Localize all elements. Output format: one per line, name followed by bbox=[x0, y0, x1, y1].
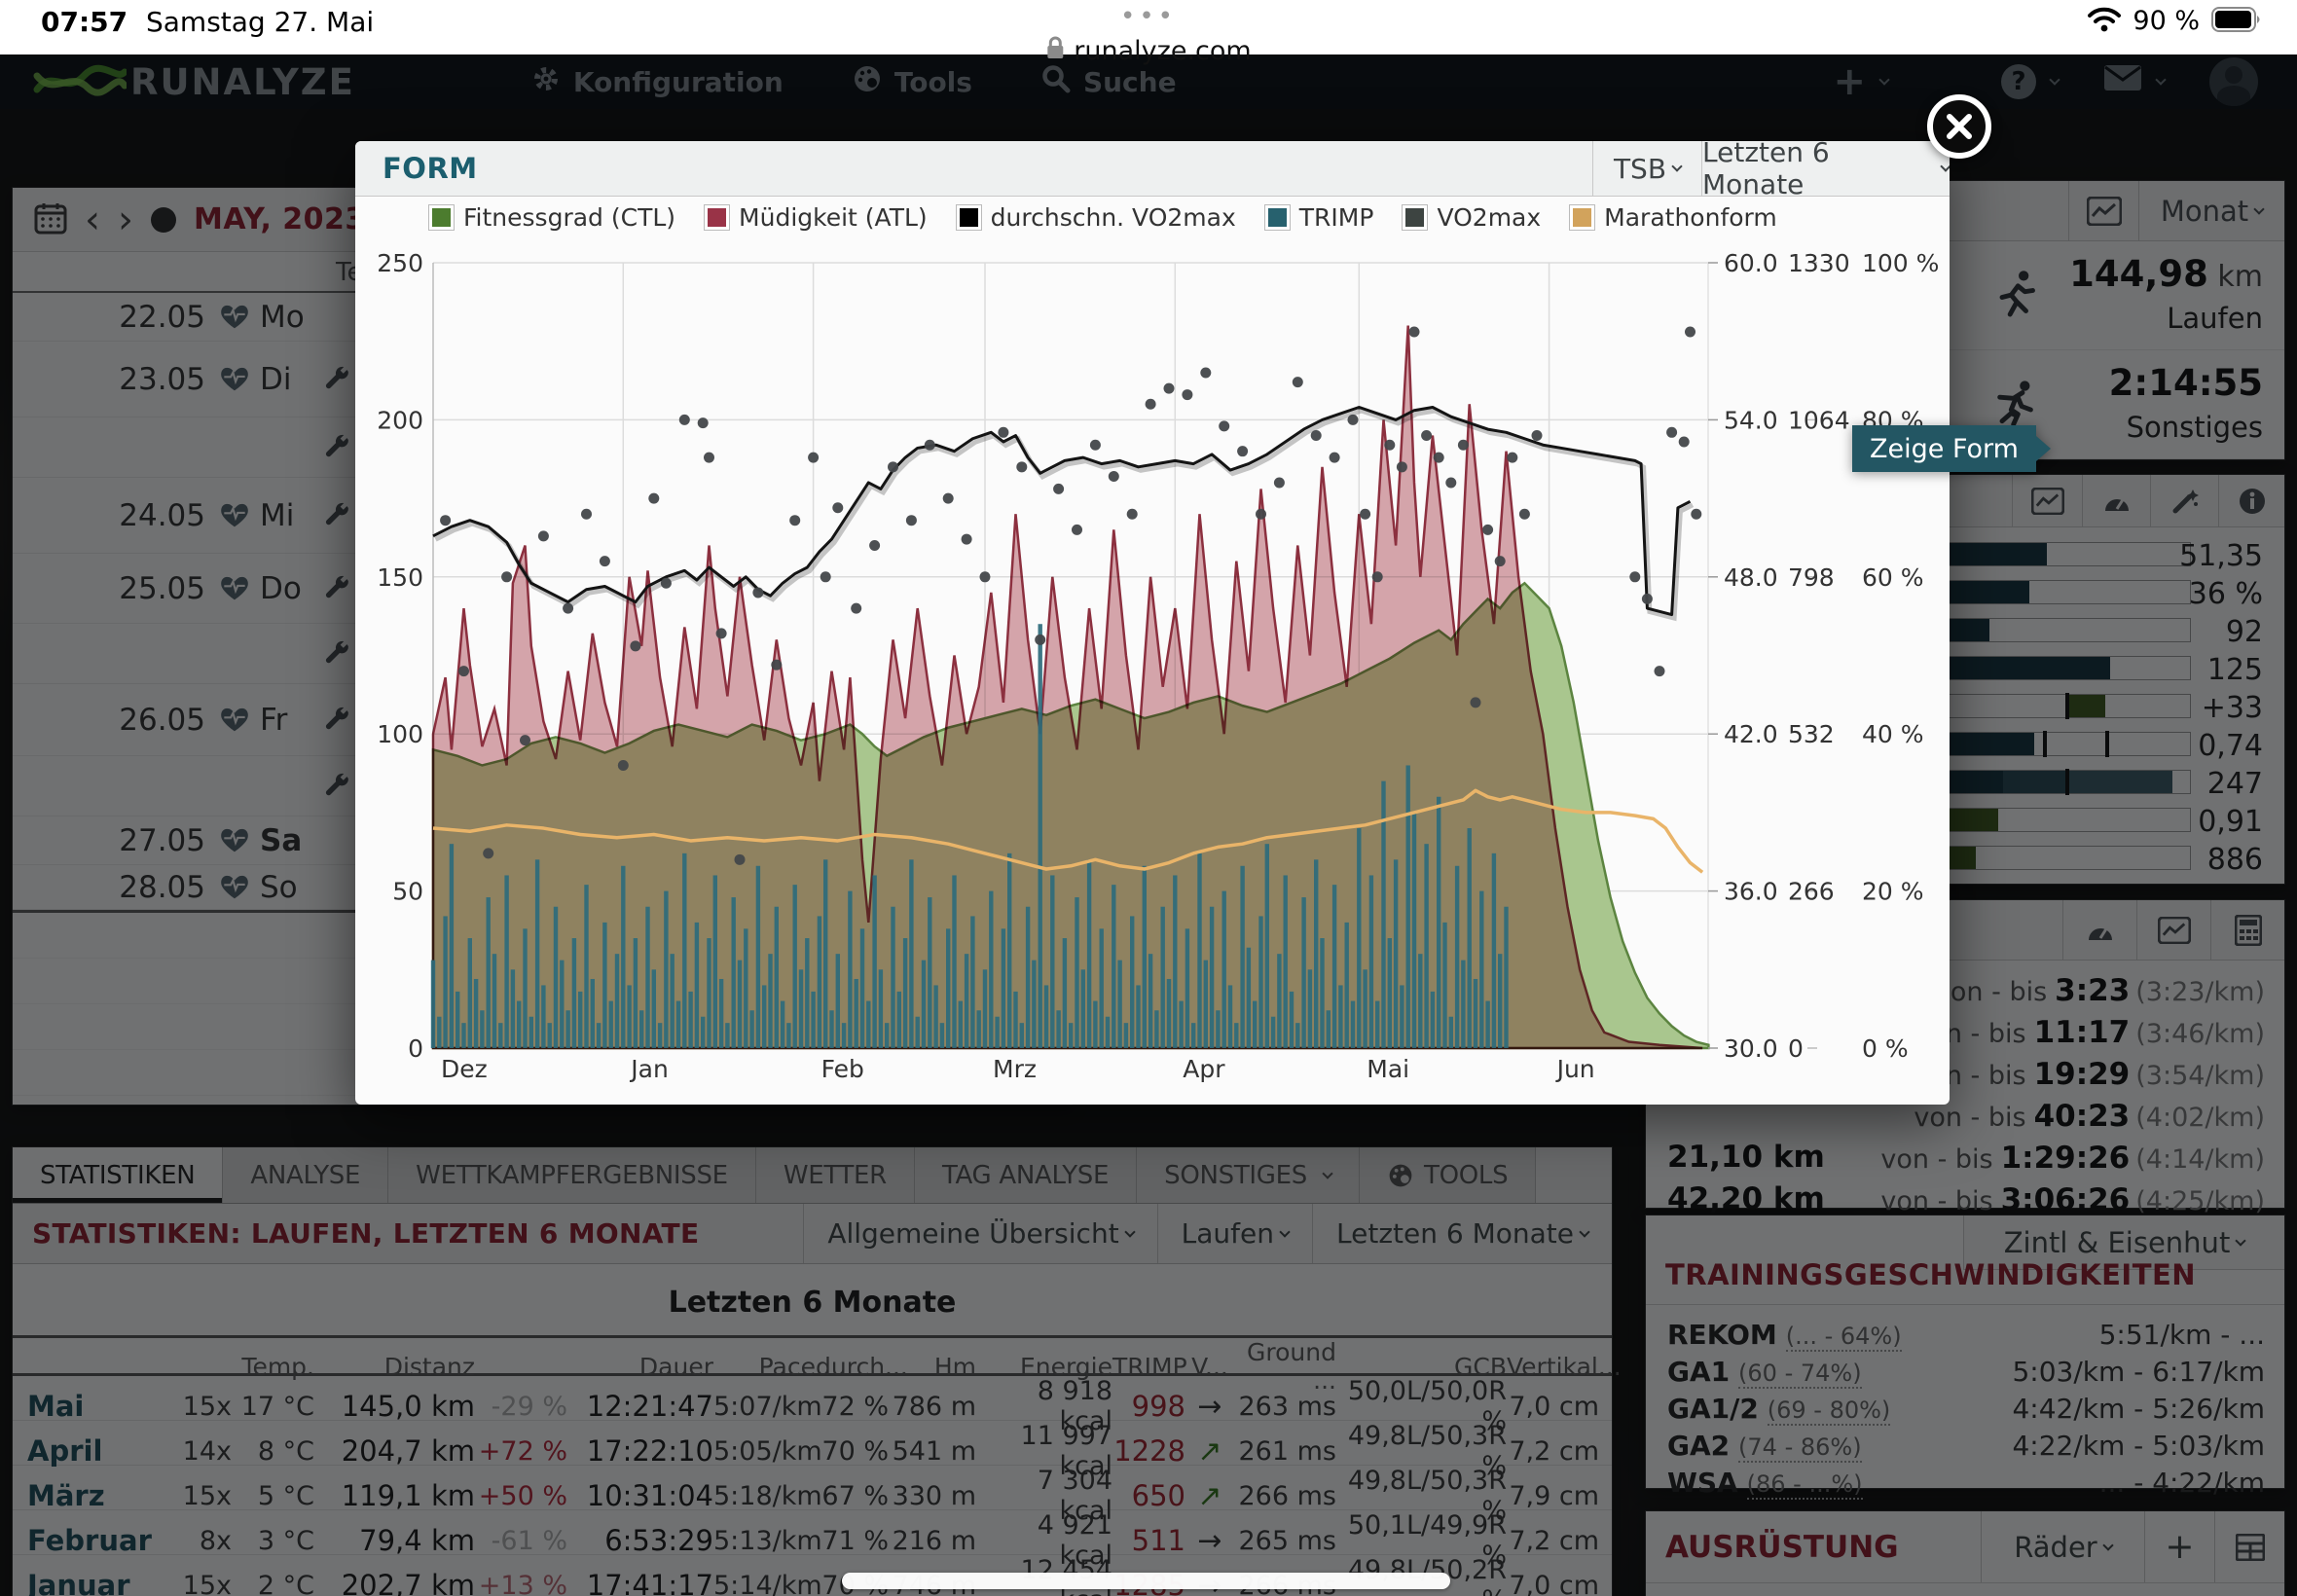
legend-item[interactable]: Müdigkeit (ATL) bbox=[704, 203, 928, 232]
svg-text:48.0: 48.0 bbox=[1724, 563, 1778, 592]
svg-text:Dez: Dez bbox=[441, 1055, 488, 1083]
svg-text:30.0: 30.0 bbox=[1724, 1034, 1778, 1063]
svg-text:250: 250 bbox=[377, 249, 423, 277]
close-icon[interactable] bbox=[1927, 94, 1991, 159]
svg-text:20 %: 20 % bbox=[1862, 878, 1924, 906]
legend-swatch bbox=[428, 204, 455, 231]
legend-item[interactable]: Marathonform bbox=[1569, 203, 1777, 232]
svg-text:1330: 1330 bbox=[1788, 249, 1850, 277]
svg-text:Jun: Jun bbox=[1555, 1055, 1595, 1083]
range-select[interactable]: Letzten 6 Monate bbox=[1701, 141, 1950, 200]
legend-swatch bbox=[1569, 204, 1596, 231]
svg-text:50: 50 bbox=[392, 878, 423, 906]
battery-icon bbox=[2211, 6, 2262, 36]
svg-text:532: 532 bbox=[1788, 720, 1835, 748]
svg-text:200: 200 bbox=[377, 406, 423, 434]
legend-label: Marathonform bbox=[1604, 203, 1777, 232]
legend-label: VO2max bbox=[1437, 203, 1542, 232]
svg-text:150: 150 bbox=[377, 563, 423, 592]
tooltip-label: Zeige Form bbox=[1852, 425, 2036, 472]
legend-label: Müdigkeit (ATL) bbox=[739, 203, 928, 232]
zeige-form-tooltip: Zeige Form bbox=[1852, 425, 2051, 472]
svg-text:60.0: 60.0 bbox=[1724, 249, 1778, 277]
svg-text:40 %: 40 % bbox=[1862, 720, 1924, 748]
tooltip-arrow-icon bbox=[2035, 436, 2051, 461]
svg-text:100 %: 100 % bbox=[1862, 249, 1939, 277]
legend-swatch bbox=[1402, 204, 1429, 231]
svg-text:Mai: Mai bbox=[1367, 1055, 1409, 1083]
svg-text:798: 798 bbox=[1788, 563, 1835, 592]
svg-text:54.0: 54.0 bbox=[1724, 406, 1778, 434]
svg-text:Feb: Feb bbox=[821, 1055, 864, 1083]
legend-label: TRIMP bbox=[1298, 203, 1374, 232]
metric-select-tsb[interactable]: TSB bbox=[1592, 141, 1701, 196]
svg-text:266: 266 bbox=[1788, 878, 1835, 906]
modal-title: FORM bbox=[383, 152, 478, 185]
svg-text:Mrz: Mrz bbox=[993, 1055, 1037, 1083]
multitask-dots-icon: ••• bbox=[1119, 2, 1178, 31]
address-bar[interactable]: runalyze.com bbox=[1045, 35, 1252, 67]
svg-text:42.0: 42.0 bbox=[1724, 720, 1778, 748]
svg-text:0 %: 0 % bbox=[1862, 1034, 1909, 1063]
horizontal-scrollbar[interactable] bbox=[842, 1573, 1450, 1589]
svg-text:Apr: Apr bbox=[1183, 1055, 1225, 1083]
legend-swatch bbox=[1263, 204, 1291, 231]
battery-percentage: 90 % bbox=[2133, 6, 2200, 36]
svg-text:0: 0 bbox=[1788, 1034, 1804, 1063]
wifi-icon bbox=[2088, 7, 2122, 36]
form-modal: FORM TSB Letzten 6 Monate Fitnessgrad (C… bbox=[355, 141, 1950, 1105]
lock-icon bbox=[1045, 35, 1065, 67]
legend-label: durchschn. VO2max bbox=[990, 203, 1236, 232]
legend-swatch bbox=[704, 204, 731, 231]
svg-text:100: 100 bbox=[377, 720, 423, 748]
legend-item[interactable]: durchschn. VO2max bbox=[955, 203, 1236, 232]
legend-item[interactable]: VO2max bbox=[1402, 203, 1542, 232]
svg-text:0: 0 bbox=[408, 1034, 423, 1063]
form-chart: 250 60.0 1330 100 %200 54.0 1064 80 %150 48.0 79… bbox=[377, 249, 1939, 1083]
status-bar: 07:57 Samstag 27. Mai ••• 90 % runalyze.… bbox=[0, 0, 2297, 66]
legend-item[interactable]: TRIMP bbox=[1263, 203, 1374, 232]
legend-label: Fitnessgrad (CTL) bbox=[463, 203, 676, 232]
svg-text:1064: 1064 bbox=[1788, 406, 1850, 434]
status-date: Samstag 27. Mai bbox=[146, 6, 375, 38]
svg-text:36.0: 36.0 bbox=[1724, 878, 1778, 906]
svg-text:60 %: 60 % bbox=[1862, 563, 1924, 592]
chart-legend: Fitnessgrad (CTL) Müdigkeit (ATL) durchsch… bbox=[428, 203, 1777, 232]
clock: 07:57 bbox=[41, 6, 128, 38]
legend-swatch bbox=[955, 204, 982, 231]
legend-item[interactable]: Fitnessgrad (CTL) bbox=[428, 203, 676, 232]
svg-text:Jan: Jan bbox=[629, 1055, 669, 1083]
